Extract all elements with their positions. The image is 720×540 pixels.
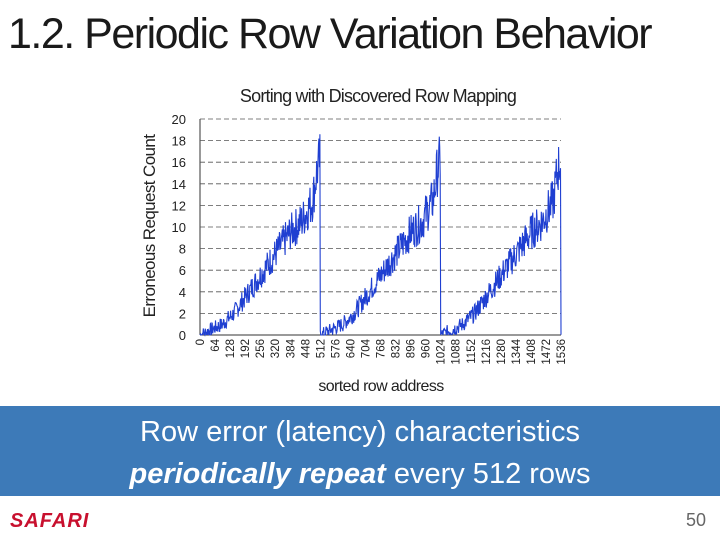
x-tick-label: 576 xyxy=(330,339,342,358)
x-tick-label: 128 xyxy=(225,339,237,358)
series-line xyxy=(199,134,562,337)
x-tick-label: 1216 xyxy=(481,339,493,365)
x-tick-label: 384 xyxy=(285,338,297,358)
x-tick-label: 896 xyxy=(406,339,418,358)
y-tick-label: 14 xyxy=(172,177,186,192)
x-tick-label: 1408 xyxy=(526,339,538,365)
slide-title: 1.2. Periodic Row Variation Behavior xyxy=(8,10,653,58)
x-tick-label: 320 xyxy=(270,339,282,358)
x-tick-label: 1280 xyxy=(496,339,508,365)
x-tick-label: 64 xyxy=(210,338,222,351)
x-tick-label: 1536 xyxy=(556,339,568,365)
y-tick-label: 20 xyxy=(172,112,186,127)
x-tick-label: 960 xyxy=(421,339,433,358)
y-tick-label: 2 xyxy=(179,306,186,321)
summary-banner xyxy=(0,406,720,496)
x-tick-label: 192 xyxy=(240,339,252,358)
banner-line-1: Row error (latency) characteristics xyxy=(140,416,580,448)
x-tick-label: 640 xyxy=(345,339,357,358)
banner-rest: every 512 rows xyxy=(385,458,591,490)
x-tick-label: 768 xyxy=(376,339,388,358)
x-tick-label: 0 xyxy=(195,339,207,345)
y-tick-label: 8 xyxy=(179,242,186,257)
y-tick-label: 12 xyxy=(172,198,186,213)
x-tick-label: 1344 xyxy=(511,338,523,364)
y-axis-label: Erroneous Request Count xyxy=(140,134,159,318)
page-number: 50 xyxy=(685,510,706,530)
chart-title: Sorting with Discovered Row Mapping xyxy=(240,86,516,106)
safari-logo: SAFARI xyxy=(10,510,90,532)
y-tick-label: 4 xyxy=(179,285,186,300)
y-tick-label: 6 xyxy=(179,263,186,278)
x-tick-label: 1472 xyxy=(541,339,553,365)
x-tick-label: 512 xyxy=(315,339,327,358)
x-tick-label: 256 xyxy=(255,339,267,358)
y-tick-label: 18 xyxy=(172,134,186,149)
x-axis-label: sorted row address xyxy=(318,378,444,395)
banner-line-2: periodically repeat every 512 rows xyxy=(0,458,720,491)
x-tick-label: 1152 xyxy=(466,339,478,364)
y-tick-label: 0 xyxy=(179,328,186,343)
banner-emphasis: periodically repeat xyxy=(129,458,386,490)
x-tick-label: 704 xyxy=(360,338,372,358)
x-tick-label: 832 xyxy=(391,339,403,358)
x-tick-label: 448 xyxy=(300,339,312,358)
x-tick-label: 1088 xyxy=(451,339,463,365)
y-tick-label: 10 xyxy=(172,220,186,235)
y-tick-label: 16 xyxy=(172,155,186,170)
x-tick-label: 1024 xyxy=(436,338,448,364)
